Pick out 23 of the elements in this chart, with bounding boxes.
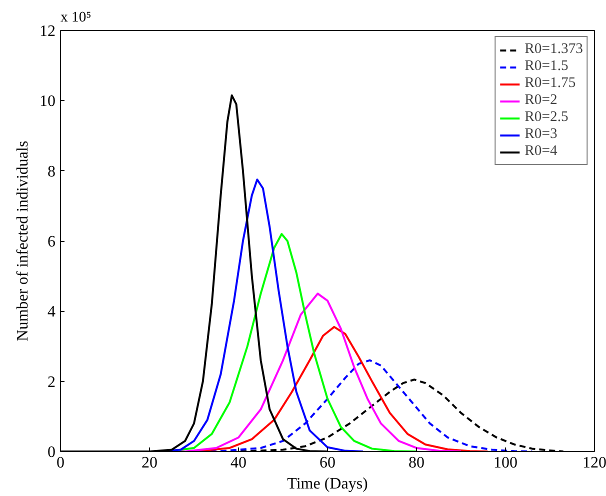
y-tick-label: 10 (40, 93, 56, 110)
legend-label: R0=4 (524, 143, 558, 160)
legend-label: R0=1.75 (524, 75, 576, 92)
x-tick-label: 20 (142, 454, 158, 472)
y-tick-label: 6 (48, 234, 56, 250)
legend-label: R0=2 (524, 92, 558, 109)
x-tick-label: 120 (582, 454, 606, 472)
x-tick-label: 100 (494, 454, 518, 472)
x-tick-label: 40 (230, 454, 246, 472)
y-tick-label: 8 (48, 163, 56, 180)
y-tick-label: 4 (48, 304, 56, 321)
y-tick-label: 0 (48, 444, 56, 461)
legend-label: R0=2.5 (524, 109, 568, 126)
y-tick-label: 2 (48, 374, 56, 391)
text: x 10⁵ (60, 10, 92, 26)
legend-label: R0=1.373 (524, 41, 583, 58)
y-tick-label: 12 (40, 23, 56, 40)
x-tick-label: 80 (408, 454, 424, 472)
y-axis-title: Number of infected individuals (14, 140, 32, 342)
legend-label: R0=1.5 (524, 58, 568, 75)
legend-label: R0=3 (524, 126, 558, 143)
x-axis-title: Time (Days) (287, 476, 368, 492)
x-tick-label: 60 (320, 454, 336, 472)
